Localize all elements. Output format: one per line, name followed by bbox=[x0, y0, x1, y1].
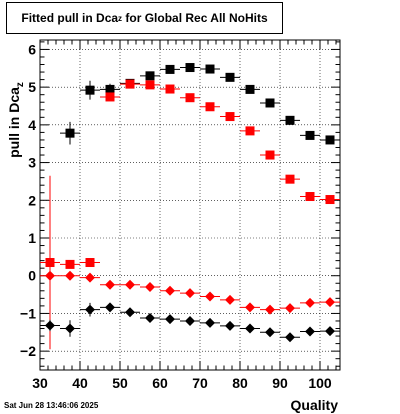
y-tick-label: 3 bbox=[28, 155, 36, 171]
data-point bbox=[325, 326, 335, 337]
data-point bbox=[145, 312, 155, 323]
chart-title-main: Fitted pull in Dca bbox=[21, 11, 119, 25]
series-3 bbox=[40, 302, 340, 343]
data-point bbox=[45, 270, 55, 281]
series-2 bbox=[40, 270, 340, 315]
data-point bbox=[205, 291, 215, 302]
data-point bbox=[285, 303, 295, 314]
x-tick-label: 100 bbox=[308, 375, 332, 391]
data-point bbox=[145, 80, 155, 90]
data-point bbox=[265, 98, 275, 108]
y-axis-label-subscript: z bbox=[15, 82, 26, 87]
x-tick-label: 60 bbox=[152, 375, 168, 391]
data-point bbox=[185, 63, 195, 73]
data-point bbox=[245, 323, 255, 334]
data-point bbox=[225, 112, 235, 122]
data-point bbox=[105, 84, 115, 94]
data-point bbox=[325, 135, 335, 145]
data-point bbox=[305, 130, 315, 140]
data-point bbox=[85, 258, 95, 268]
data-point bbox=[325, 297, 335, 308]
data-point bbox=[65, 259, 75, 269]
data-point bbox=[225, 320, 235, 331]
chart-title-suffix: for Global Rec All NoHits bbox=[122, 11, 268, 25]
axis-layer: 30 40 50 60 70 80 90 100 −2 −1 0 1 2 3 4 5 6 bbox=[20, 40, 340, 391]
data-point bbox=[145, 71, 155, 81]
data-point bbox=[185, 93, 195, 103]
y-tick-label: 2 bbox=[28, 192, 36, 208]
data-point bbox=[65, 128, 75, 138]
y-tick-label: −2 bbox=[20, 343, 36, 359]
chart-title-subscript: z bbox=[118, 13, 123, 23]
data-point bbox=[245, 84, 255, 94]
y-tick-label: 1 bbox=[28, 230, 36, 246]
data-point bbox=[65, 323, 75, 334]
data-point bbox=[325, 195, 335, 205]
data-point bbox=[265, 304, 275, 315]
data-point bbox=[225, 72, 235, 82]
chart-title: Fitted pull in Dca z for Global Rec All N… bbox=[6, 2, 283, 34]
data-point bbox=[185, 288, 195, 299]
x-tick-label: 40 bbox=[72, 375, 88, 391]
data-point bbox=[285, 115, 295, 125]
series-0 bbox=[60, 63, 340, 145]
x-tick-label: 50 bbox=[112, 375, 128, 391]
data-point bbox=[285, 332, 295, 343]
data-point bbox=[285, 174, 295, 184]
data-point bbox=[265, 150, 275, 160]
y-tick-label: 0 bbox=[28, 268, 36, 284]
svg-text:pull in Dcaz: pull in Dcaz bbox=[6, 82, 26, 158]
data-point bbox=[45, 320, 55, 331]
x-tick-label: 30 bbox=[32, 375, 48, 391]
x-tick-label: 70 bbox=[192, 375, 208, 391]
data-point bbox=[125, 79, 135, 89]
data-point bbox=[105, 279, 115, 290]
data-point bbox=[165, 64, 175, 74]
y-tick-label: −1 bbox=[20, 305, 36, 321]
x-tick-label: 80 bbox=[232, 375, 248, 391]
y-tick-label: 6 bbox=[28, 41, 36, 57]
data-point bbox=[305, 297, 315, 308]
data-point bbox=[245, 302, 255, 313]
data-point bbox=[85, 272, 95, 283]
data-point bbox=[185, 315, 195, 326]
y-axis-label: pull in Dcaz bbox=[6, 82, 26, 158]
y-axis-label-main: pull in Dca bbox=[6, 87, 22, 158]
data-point bbox=[45, 258, 55, 268]
data-point bbox=[85, 304, 95, 315]
x-axis-label: Quality bbox=[291, 397, 339, 413]
data-point bbox=[205, 317, 215, 328]
data-point bbox=[205, 102, 215, 112]
x-tick-label: 90 bbox=[272, 375, 288, 391]
data-point bbox=[105, 302, 115, 313]
data-point bbox=[305, 192, 315, 202]
data-point bbox=[265, 327, 275, 338]
data-point bbox=[245, 126, 255, 136]
data-point bbox=[145, 282, 155, 293]
data-point bbox=[165, 84, 175, 94]
series-layer bbox=[40, 63, 340, 350]
data-point bbox=[165, 314, 175, 325]
data-point bbox=[65, 270, 75, 281]
y-tick-label: 4 bbox=[28, 117, 36, 133]
data-point bbox=[165, 285, 175, 296]
data-point bbox=[125, 279, 135, 290]
y-tick-label: 5 bbox=[28, 79, 36, 95]
data-point bbox=[205, 64, 215, 74]
data-point bbox=[85, 85, 95, 95]
data-point bbox=[105, 92, 115, 102]
data-point bbox=[305, 326, 315, 337]
timestamp: Sat Jun 28 13:46:06 2025 bbox=[4, 401, 99, 410]
data-point bbox=[125, 307, 135, 318]
data-point bbox=[225, 294, 235, 305]
